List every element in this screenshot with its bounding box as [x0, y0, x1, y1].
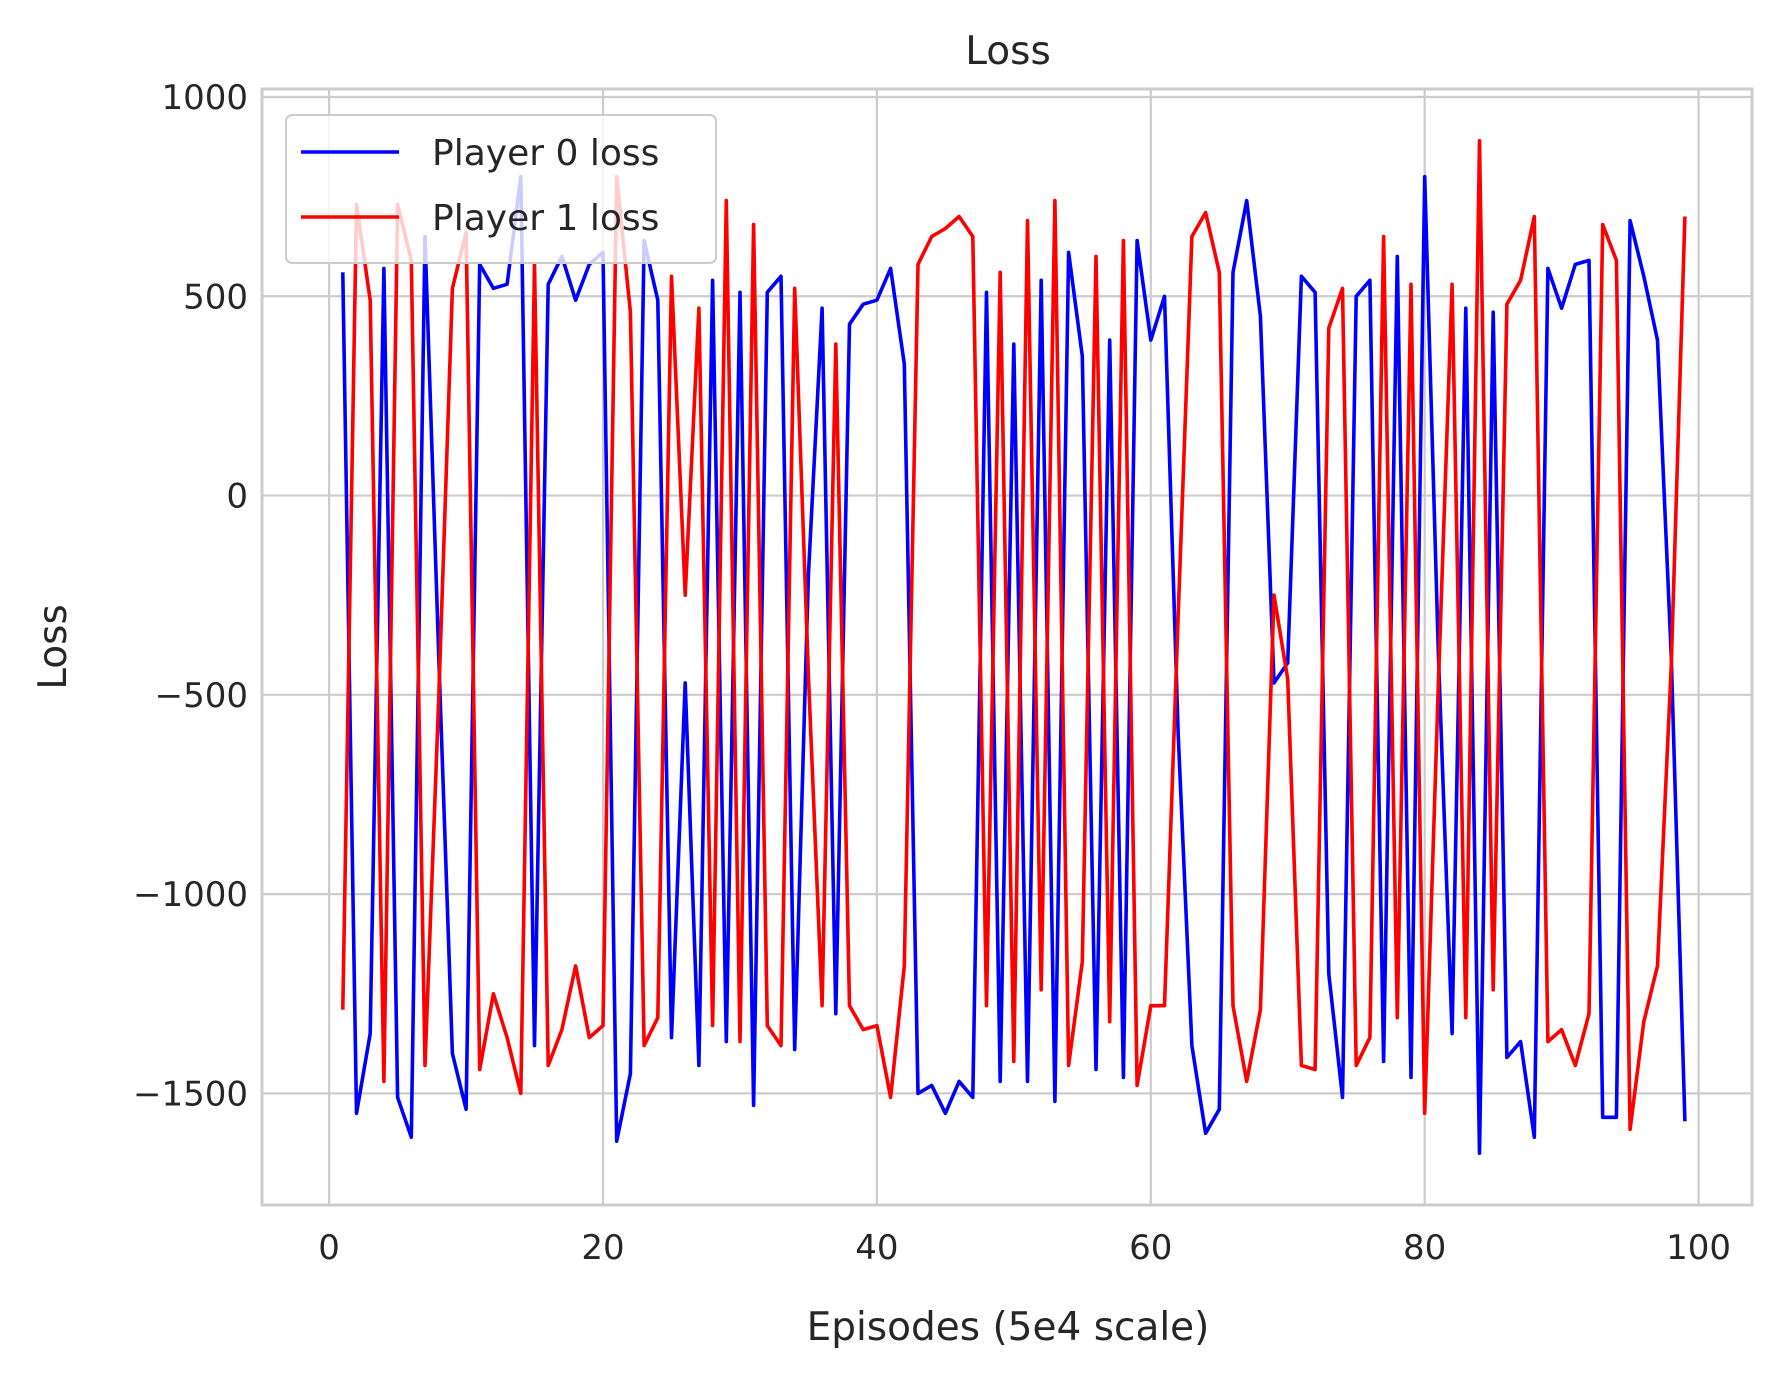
x-tick-label: 60 — [1129, 1228, 1172, 1268]
series-lines — [341, 139, 1687, 1155]
chart-title: Loss — [965, 29, 1051, 74]
x-tick-label: 0 — [318, 1228, 340, 1268]
series-line-player-1 — [341, 139, 1687, 1132]
legend-label-player-1: Player 1 loss — [432, 198, 659, 239]
x-tick-label: 80 — [1403, 1228, 1446, 1268]
x-tick-label: 20 — [581, 1228, 624, 1268]
y-tick-label: −1500 — [133, 1074, 248, 1114]
x-axis-title: Episodes (5e4 scale) — [807, 1305, 1210, 1350]
legend-label-player-0: Player 0 loss — [432, 133, 659, 174]
x-tick-labels: 0 20 40 60 80 100 — [318, 1228, 1731, 1268]
y-tick-label: 1000 — [161, 78, 248, 118]
y-tick-label: −500 — [155, 676, 248, 716]
series-line-player-0 — [341, 174, 1687, 1155]
y-tick-label: 500 — [183, 277, 248, 317]
legend: Player 0 loss Player 1 loss — [285, 114, 717, 264]
y-tick-label: −1000 — [133, 875, 248, 915]
y-axis-title: Loss — [31, 604, 76, 690]
x-tick-label: 100 — [1666, 1228, 1731, 1268]
x-tick-label: 40 — [855, 1228, 898, 1268]
y-tick-label: 0 — [226, 477, 248, 517]
y-tick-labels: 1000 500 0 −500 −1000 −1500 — [133, 78, 248, 1114]
